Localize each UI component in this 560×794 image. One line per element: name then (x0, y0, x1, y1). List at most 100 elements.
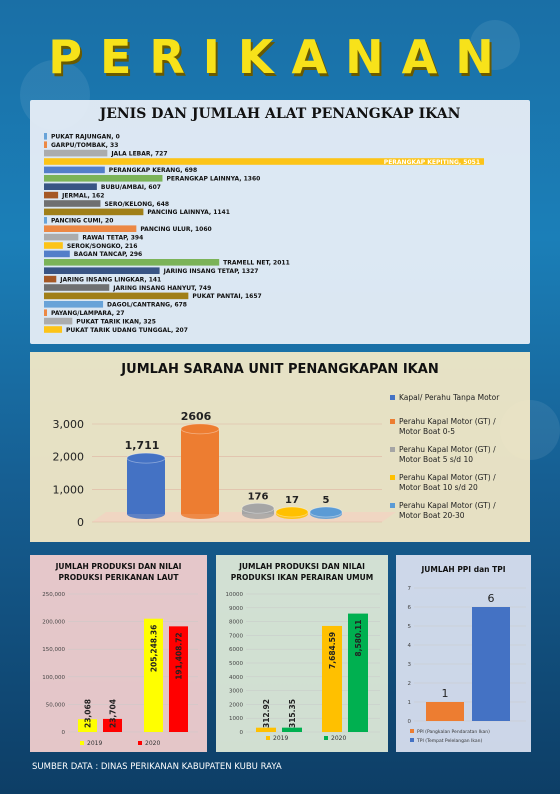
cylinder-value-label: 5 (323, 495, 330, 506)
gear-bar (44, 284, 110, 291)
y-tick-label: 4 (408, 643, 412, 649)
y-tick-label: 50,000 (46, 702, 66, 708)
cylinder-body (127, 458, 165, 514)
gear-bar-label: RAWAI TETAP, 394 (82, 234, 143, 241)
cylinder-value-label: 2606 (181, 410, 212, 423)
ppi-tpi-chart-title: JUMLAH PPI dan TPI (421, 565, 506, 574)
y-tick-label: 4000 (229, 675, 243, 681)
legend-label-line: Motor Boat 20-30 (399, 511, 465, 520)
y-tick-label: 150,000 (42, 647, 65, 653)
cylinder-value-label: 17 (285, 495, 299, 506)
legend-label: 2020 (145, 740, 160, 747)
y-tick-label: 9000 (229, 606, 243, 612)
y-tick-label: 250,000 (42, 592, 65, 598)
inland-production-panel: JUMLAH PRODUKSI DAN NILAI PRODUKSI IKAN … (216, 555, 388, 752)
bar-value-label: 7,684.59 (328, 632, 337, 669)
inland-production-chart-title: JUMLAH PRODUKSI DAN NILAI PRODUKSI IKAN … (230, 562, 374, 582)
bar (348, 613, 368, 732)
gear-bar (44, 141, 47, 148)
legend-swatch (390, 475, 395, 480)
y-tick-label: 6 (408, 605, 412, 611)
gear-bar (44, 175, 163, 182)
gear-bar (44, 191, 59, 199)
bar-value-label: 23,704 (109, 699, 118, 728)
gear-bar (44, 326, 63, 333)
gear-bar (44, 250, 70, 258)
gear-bar (44, 217, 47, 224)
bar-value-label: 312.92 (262, 699, 271, 728)
gear-bar-label: TRAMELL NET, 2011 (223, 260, 290, 267)
gear-bar (44, 275, 57, 283)
y-tick-label: 10000 (226, 592, 244, 598)
legend-label-line: Perahu Kapal Motor (GT) / (399, 445, 496, 454)
gear-bar (44, 200, 101, 207)
y-tick-label: 1,000 (53, 483, 85, 496)
gear-bar (44, 259, 220, 266)
legend-label: Perahu Kapal Motor (GT) / Motor Boat 0-5 (399, 417, 496, 436)
sea-production-panel: JUMLAH PRODUKSI DAN NILAI PRODUKSI PERIK… (30, 555, 207, 752)
bar-value-label: 8,580.11 (354, 620, 363, 657)
cylinder-value-label: 1,711 (125, 439, 160, 452)
y-tick-label: 3,000 (53, 418, 85, 431)
legend-label: Perahu Kapal Motor (GT) / Motor Boat 10 s… (399, 473, 496, 492)
gear-bar-label: SERO/KELONG, 648 (104, 201, 169, 208)
gear-bar-label: BUBU/AMBAI, 607 (101, 184, 161, 191)
gear-bar (44, 183, 97, 190)
legend-label-line: Kapal/ Perahu Tanpa Motor (399, 393, 500, 402)
sea-production-chart-title: JUMLAH PRODUKSI DAN NILAI PRODUKSI PERIK… (55, 562, 182, 582)
y-tick-label: 2 (408, 681, 412, 687)
gear-bar (44, 292, 189, 300)
y-tick-label: 3 (408, 662, 412, 668)
cylinder-top (309, 506, 343, 518)
cylinder-value-label: 176 (248, 491, 269, 502)
y-tick-label: 0 (77, 516, 84, 529)
legend-label: 2020 (331, 735, 346, 742)
gear-bar (44, 233, 79, 241)
cylinder-top (126, 452, 166, 464)
legend-label: Perahu Kapal Motor (GT) / Motor Boat 20-3… (399, 501, 496, 520)
bar (426, 702, 464, 721)
ppi-tpi-chart: 0 1 2 3 4 5 6 7 1 6 PPI (Pangkalan Pendaratan Ikan… (408, 586, 526, 744)
y-tick-label: 1000 (229, 716, 243, 722)
gear-bar-label: PANCING ULUR, 1060 (140, 226, 211, 233)
y-tick-label: 6000 (229, 647, 243, 653)
bar-value-label: 23,068 (84, 699, 93, 728)
bar (78, 719, 97, 732)
legend-swatch (324, 736, 328, 740)
bar-value-label: 6 (488, 592, 495, 605)
bar-value-label: 315.35 (288, 699, 297, 728)
y-tick-label: 2000 (229, 702, 243, 708)
cylinder-top (180, 423, 220, 435)
y-tick-label: 1 (408, 700, 412, 706)
gear-bar (44, 317, 73, 325)
legend-swatch (138, 741, 142, 745)
y-tick-label: 3000 (229, 689, 243, 695)
gear-bar (44, 149, 108, 157)
gear-bar-label: PANCING LAINNYA, 1141 (147, 209, 230, 216)
y-tick-label: 2,000 (53, 451, 85, 464)
gear-bar-label: SEROK/SONGKO, 216 (67, 243, 138, 250)
gear-bar-label: JARING INSANG LINGKAR, 141 (59, 276, 161, 283)
legend-swatch (410, 729, 414, 733)
y-tick-label: 7000 (229, 633, 243, 639)
legend-swatch (390, 447, 395, 452)
gear-bar-label: PANCING CUMI, 20 (51, 218, 113, 225)
bar (282, 727, 302, 732)
gear-bar (44, 309, 47, 316)
legend-label-line: Perahu Kapal Motor (GT) / (399, 417, 496, 426)
page-title: PERIKANAN (48, 30, 512, 84)
background-bubble (470, 20, 520, 70)
gear-bar-label: PUKAT RAJUNGAN, 0 (51, 134, 120, 141)
gear-bar-label: PUKAT TARIK IKAN, 325 (76, 318, 156, 325)
bar (472, 607, 510, 721)
gear-bar-label: PERANGKAP KERANG, 698 (109, 167, 197, 174)
bar (169, 626, 188, 732)
gear-bar-label: PAYANG/LAMPARA, 27 (51, 310, 125, 317)
legend-label: PPI (Pangkalan Pendaratan Ikan) (417, 729, 490, 735)
legend-swatch (390, 419, 395, 424)
gear-bar-label: JERMAL, 162 (61, 192, 104, 199)
y-tick-label: 0 (240, 730, 244, 736)
gear-bar-label: PERANGKAP LAINNYA, 1360 (166, 176, 260, 183)
